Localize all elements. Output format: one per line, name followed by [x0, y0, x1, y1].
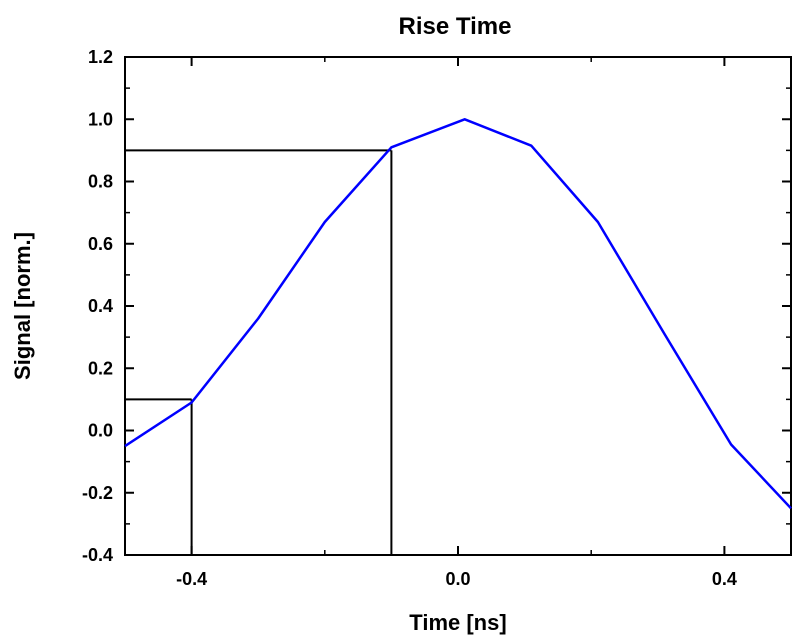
y-tick-label: 1.0	[88, 109, 113, 129]
x-tick-label: 0.0	[445, 569, 470, 589]
x-tick-label: -0.4	[176, 569, 207, 589]
series-group	[124, 118, 792, 510]
y-tick-label: 0.2	[88, 358, 113, 378]
x-ticks: -0.4 0.0 0.4	[176, 57, 737, 589]
x-axis-label: Time [ns]	[409, 610, 506, 635]
y-tick-label: 1.2	[88, 47, 113, 67]
chart-title: Rise Time	[399, 13, 512, 40]
y-tick-label: 0.4	[88, 296, 113, 316]
plot-frame	[124, 56, 792, 556]
y-tick-label: 0.8	[88, 172, 113, 192]
series-line	[124, 118, 792, 510]
x-tick-label: 0.4	[712, 569, 737, 589]
y-axis-label: Signal [norm.]	[10, 232, 35, 380]
y-tick-label: 0.0	[88, 421, 113, 441]
y-tick-label: -0.4	[82, 545, 113, 565]
reference-lines	[125, 149, 393, 555]
y-tick-label: 0.6	[88, 234, 113, 254]
y-ticks: -0.4 -0.2 0.0 0.2 0.4 0.6 0.8 1.0 1.2	[82, 47, 791, 565]
y-tick-label: -0.2	[82, 483, 113, 503]
